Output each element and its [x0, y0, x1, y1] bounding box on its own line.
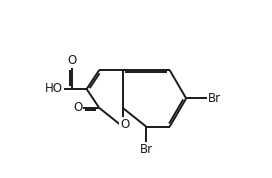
Text: O: O — [73, 101, 82, 114]
Text: Br: Br — [208, 92, 221, 105]
Text: HO: HO — [45, 82, 63, 96]
Text: O: O — [67, 54, 76, 67]
Text: O: O — [120, 118, 130, 131]
Text: Br: Br — [140, 143, 153, 156]
